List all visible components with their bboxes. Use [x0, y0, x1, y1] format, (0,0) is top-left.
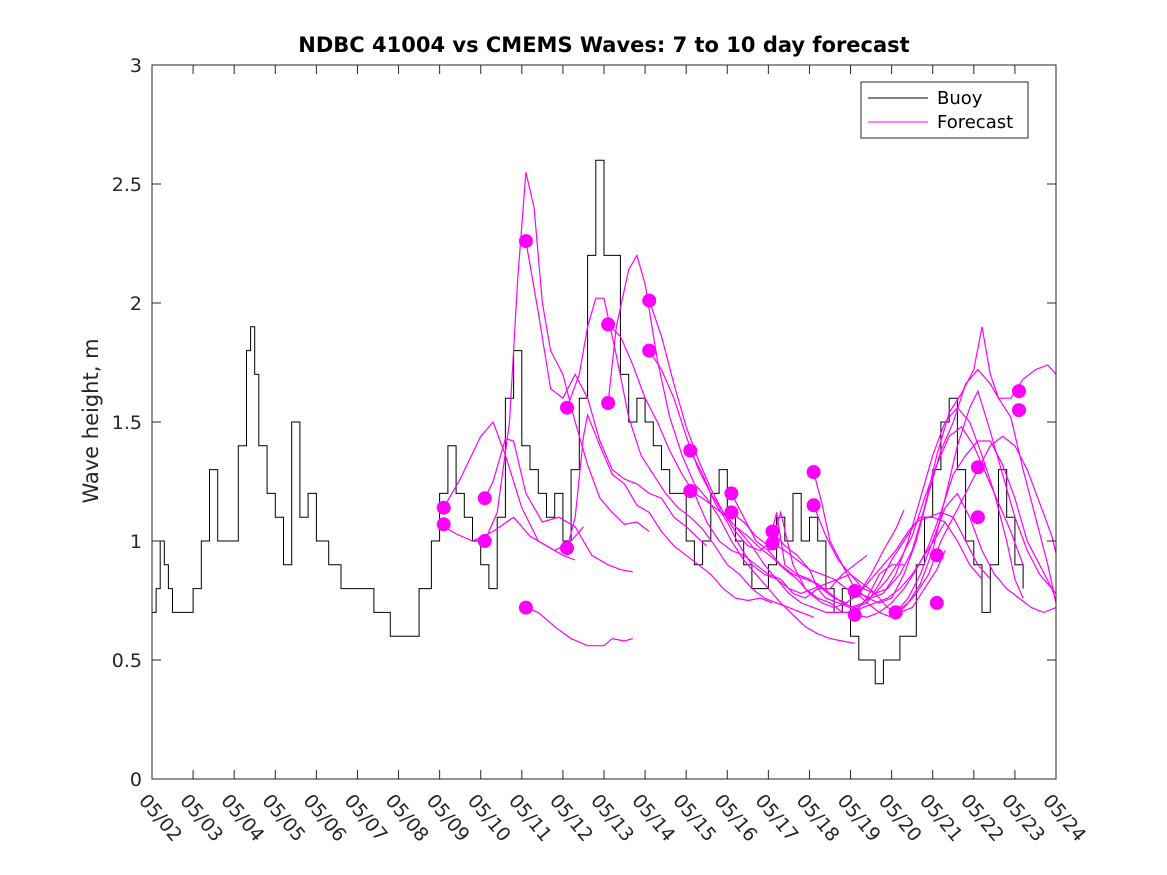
forecast-line [566, 412, 773, 604]
legend-forecast-label: Forecast [937, 112, 1013, 133]
forecast-line [813, 368, 1057, 604]
forecast-start-marker [1012, 384, 1026, 399]
forecast-line [525, 607, 633, 647]
forecast-line [689, 490, 946, 613]
forecast-start-marker [560, 541, 574, 556]
forecast-start-marker [888, 605, 903, 620]
forecast-line [484, 437, 633, 573]
y-axis-label: Wave height, m [79, 338, 103, 503]
forecast-start-marker [724, 486, 739, 501]
forecast-start-marker [970, 460, 985, 475]
forecast-line [689, 450, 946, 614]
forecast-series-group [443, 171, 1057, 647]
forecast-line [566, 297, 814, 618]
forecast-start-marker [724, 505, 739, 520]
forecast-start-marker [560, 400, 574, 415]
forecast-start-marker [477, 491, 492, 506]
forecast-line [730, 493, 991, 609]
y-tick-label: 0 [130, 769, 142, 791]
forecast-start-marker [765, 524, 780, 539]
buoy-series [152, 159, 1024, 685]
y-tick-label: 1 [130, 531, 142, 553]
legend: Buoy Forecast [860, 81, 1029, 139]
forecast-start-marker [929, 595, 944, 610]
forecast-line [854, 435, 1057, 618]
y-tick-label: 2.5 [112, 174, 142, 196]
y-axis: 0 0.5 1 1.5 2 2.5 3 [112, 55, 1056, 791]
forecast-start-marker [765, 536, 780, 551]
forecast-start-marker [642, 343, 657, 358]
y-tick-label: 0.5 [112, 650, 142, 672]
forecast-start-marker [601, 317, 616, 332]
y-tick-label: 3 [130, 55, 142, 77]
forecast-start-marker [683, 484, 698, 498]
chart-title: NDBC 41004 vs CMEMS Waves: 7 to 10 day f… [298, 33, 909, 57]
forecast-start-marker [683, 443, 698, 458]
legend-box [860, 81, 1029, 139]
forecast-line [443, 516, 576, 561]
forecast-start-marker [436, 500, 451, 515]
forecast-line [854, 440, 1057, 618]
forecast-start-marker [929, 548, 944, 563]
forecast-start-marker [1012, 403, 1026, 418]
forecast-start-marker [518, 600, 533, 615]
forecast-start-marker [601, 396, 616, 410]
forecast-line [772, 425, 1024, 609]
forecast-start-marker [477, 534, 492, 548]
legend-buoy-label: Buoy [937, 88, 983, 109]
forecast-start-marker [436, 517, 451, 532]
buoy-line [152, 159, 1024, 685]
forecast-line [484, 171, 650, 542]
forecast-line [607, 253, 855, 644]
forecast-start-marker [642, 293, 657, 308]
forecast-line [895, 492, 1057, 614]
y-tick-label: 1.5 [112, 412, 142, 434]
forecast-start-marker [806, 498, 821, 513]
forecast-line [648, 300, 905, 609]
forecast-start-marker [847, 584, 862, 598]
forecast-start-marker [970, 510, 985, 525]
forecast-line [525, 240, 708, 547]
forecast-start-marker [847, 607, 862, 622]
plot-area: 05/0205/0305/0405/0505/0605/0705/0805/09… [112, 55, 1090, 846]
forecast-marker-group [436, 234, 1026, 622]
forecast-start-marker [806, 465, 821, 479]
forecast-line [895, 389, 1057, 613]
forecast-line [772, 406, 1024, 599]
forecast-start-marker [518, 234, 533, 249]
y-tick-label: 2 [130, 293, 142, 315]
